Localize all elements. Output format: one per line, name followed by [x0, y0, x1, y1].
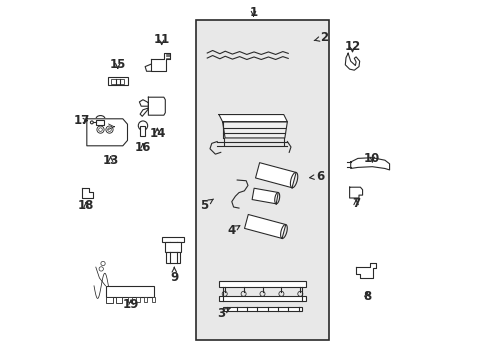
Polygon shape — [151, 53, 170, 71]
Text: 17: 17 — [74, 114, 90, 127]
Bar — [105, 297, 113, 303]
Polygon shape — [222, 122, 287, 138]
Polygon shape — [219, 114, 287, 122]
Polygon shape — [148, 97, 165, 115]
Polygon shape — [139, 100, 148, 106]
Bar — [136, 297, 140, 302]
Polygon shape — [140, 108, 148, 116]
Polygon shape — [345, 53, 359, 70]
Polygon shape — [252, 188, 278, 204]
Bar — [143, 297, 147, 302]
Bar — [223, 307, 302, 311]
Text: 8: 8 — [362, 291, 370, 303]
Text: 6: 6 — [309, 170, 324, 183]
Text: 19: 19 — [122, 298, 139, 311]
Text: 16: 16 — [135, 141, 151, 154]
Polygon shape — [255, 163, 296, 188]
Text: 13: 13 — [102, 154, 119, 167]
Bar — [162, 237, 183, 242]
Polygon shape — [350, 158, 389, 170]
Bar — [219, 281, 305, 287]
Text: 1: 1 — [249, 6, 257, 19]
Bar — [128, 297, 132, 302]
Bar — [151, 297, 155, 302]
Bar — [165, 242, 181, 252]
Polygon shape — [82, 188, 93, 198]
Polygon shape — [349, 187, 362, 198]
Bar — [196, 20, 328, 340]
Bar — [219, 297, 305, 301]
Polygon shape — [244, 215, 285, 238]
Bar — [140, 126, 145, 136]
Bar — [166, 252, 180, 263]
Text: 18: 18 — [78, 199, 94, 212]
Text: 2: 2 — [313, 31, 327, 44]
Text: 11: 11 — [153, 33, 169, 46]
Text: 10: 10 — [364, 152, 380, 165]
Text: 12: 12 — [344, 40, 360, 53]
Polygon shape — [87, 119, 127, 146]
Bar — [110, 79, 124, 84]
Text: 3: 3 — [217, 307, 230, 320]
Bar — [115, 297, 122, 303]
Text: 7: 7 — [351, 197, 360, 210]
Text: 9: 9 — [170, 267, 178, 284]
Bar — [107, 77, 127, 85]
Text: 4: 4 — [227, 224, 239, 237]
Polygon shape — [355, 263, 375, 278]
Bar — [96, 120, 104, 125]
Text: 15: 15 — [109, 58, 126, 71]
Text: 14: 14 — [149, 127, 165, 140]
Text: 5: 5 — [200, 199, 213, 212]
Bar — [105, 286, 154, 297]
